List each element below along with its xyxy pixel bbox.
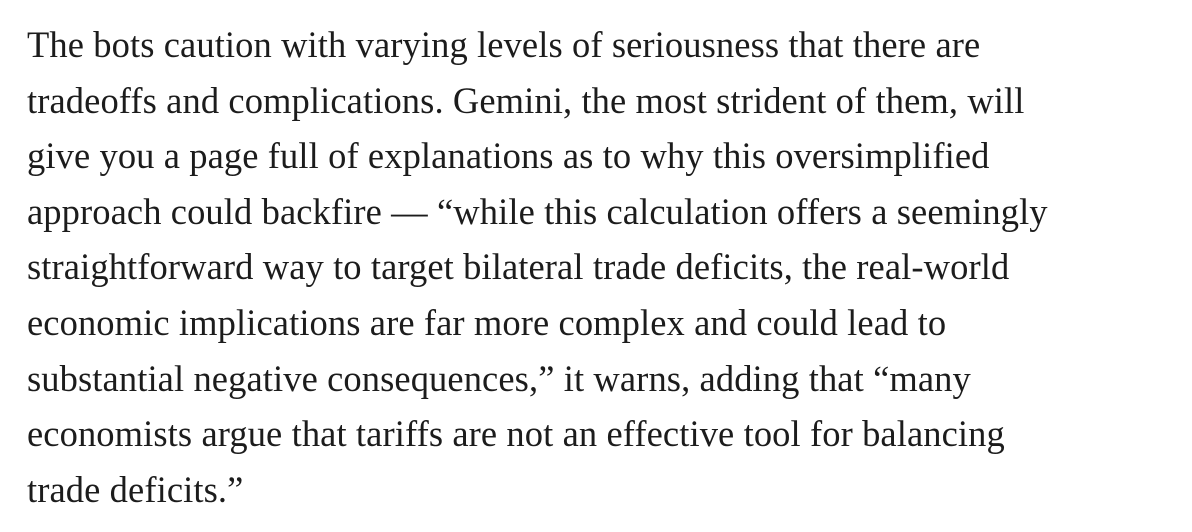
paragraph: The bots caution with varying levels of … xyxy=(27,17,1048,517)
text-line: substantial negative consequences,” it w… xyxy=(27,357,971,399)
text-line: The bots caution with varying levels of … xyxy=(27,24,981,65)
text-line: economists argue that tariffs are not an… xyxy=(27,413,1005,455)
text-line: economic implications are far more compl… xyxy=(27,301,947,343)
text-line: give you a page full of explanations as … xyxy=(27,135,990,177)
text-line: trade deficits.” xyxy=(27,468,244,510)
text-line: straightforward way to target bilateral … xyxy=(27,246,1010,288)
text-line: approach could backfire — “while this ca… xyxy=(27,190,1048,232)
text-line: tradeoffs and complications. Gemini, the… xyxy=(27,79,1025,121)
